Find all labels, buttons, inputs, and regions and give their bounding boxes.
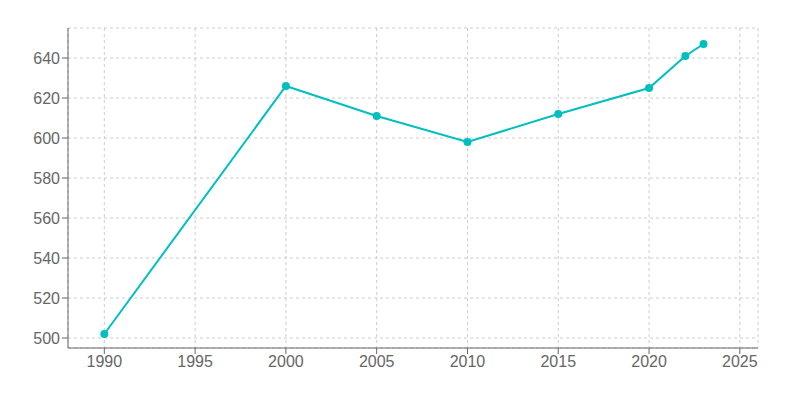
svg-text:2000: 2000 bbox=[268, 353, 304, 370]
svg-text:560: 560 bbox=[33, 210, 60, 227]
svg-text:2010: 2010 bbox=[450, 353, 486, 370]
svg-text:2015: 2015 bbox=[540, 353, 576, 370]
svg-text:600: 600 bbox=[33, 130, 60, 147]
svg-text:640: 640 bbox=[33, 50, 60, 67]
svg-text:2020: 2020 bbox=[631, 353, 667, 370]
svg-text:540: 540 bbox=[33, 250, 60, 267]
svg-text:620: 620 bbox=[33, 90, 60, 107]
svg-text:500: 500 bbox=[33, 330, 60, 347]
svg-text:2025: 2025 bbox=[722, 353, 758, 370]
svg-text:520: 520 bbox=[33, 290, 60, 307]
svg-text:580: 580 bbox=[33, 170, 60, 187]
svg-text:1995: 1995 bbox=[177, 353, 213, 370]
svg-text:1990: 1990 bbox=[87, 353, 123, 370]
svg-text:2005: 2005 bbox=[359, 353, 395, 370]
